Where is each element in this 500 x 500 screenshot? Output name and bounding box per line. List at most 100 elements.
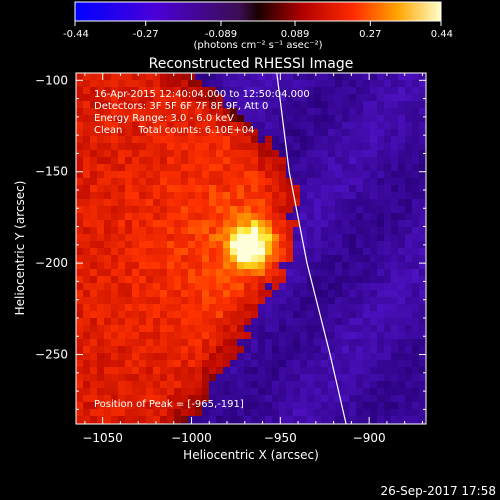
heatmap-cell (286, 409, 294, 417)
heatmap-cell (293, 73, 301, 81)
heatmap-cell (111, 234, 119, 242)
heatmap-cell (419, 318, 426, 326)
heatmap-cell (314, 325, 322, 333)
heatmap-cell (195, 178, 203, 186)
heatmap-cell (265, 164, 273, 172)
heatmap-cell (223, 409, 231, 417)
heatmap-cell (321, 87, 329, 95)
heatmap-cell (356, 136, 364, 144)
heatmap-cell (181, 416, 189, 424)
heatmap-cell (328, 136, 336, 144)
heatmap-cell (384, 276, 392, 284)
heatmap-cell (391, 339, 399, 347)
heatmap-cell (286, 129, 294, 137)
heatmap-cell (412, 304, 420, 312)
heatmap-cell (321, 367, 329, 375)
heatmap-cell (174, 108, 182, 116)
heatmap-cell (167, 248, 175, 256)
heatmap-cell (160, 164, 168, 172)
heatmap-cell (188, 164, 196, 172)
heatmap-cell (300, 311, 308, 319)
heatmap-cell (251, 199, 259, 207)
heatmap-cell (286, 157, 294, 165)
heatmap-cell (118, 241, 126, 249)
heatmap-cell (111, 143, 119, 151)
heatmap-cell (132, 241, 140, 249)
heatmap-cell (160, 255, 168, 263)
heatmap-cell (146, 185, 154, 193)
heatmap-cell (307, 164, 315, 172)
heatmap-cell (188, 143, 196, 151)
heatmap-cell (370, 241, 378, 249)
heatmap-cell (139, 346, 147, 354)
heatmap-cell (244, 269, 252, 277)
heatmap-cell (244, 374, 252, 382)
heatmap-cell (286, 185, 294, 193)
heatmap-cell (244, 164, 252, 172)
heatmap-cell (258, 115, 266, 123)
heatmap-cell (244, 213, 252, 221)
heatmap-cell (76, 234, 84, 242)
heatmap-cell (398, 360, 406, 368)
heatmap-cell (300, 297, 308, 305)
heatmap-cell (132, 171, 140, 179)
heatmap-cell (76, 269, 84, 277)
heatmap-cell (139, 262, 147, 270)
heatmap-cell (97, 290, 105, 298)
heatmap-cell (104, 73, 112, 81)
heatmap-cell (244, 311, 252, 319)
heatmap-cell (293, 213, 301, 221)
heatmap-cell (90, 87, 98, 95)
heatmap-cell (174, 276, 182, 284)
heatmap-cell (342, 269, 350, 277)
heatmap-cell (237, 395, 245, 403)
heatmap-cell (398, 297, 406, 305)
heatmap-cell (188, 388, 196, 396)
heatmap-cell (139, 269, 147, 277)
heatmap-cell (181, 283, 189, 291)
heatmap-cell (251, 332, 259, 340)
heatmap-cell (146, 80, 154, 88)
heatmap-cell (286, 227, 294, 235)
heatmap-cell (412, 311, 420, 319)
heatmap-cell (370, 402, 378, 410)
heatmap-cell (104, 325, 112, 333)
heatmap-cell (265, 94, 273, 102)
heatmap-cell (391, 108, 399, 116)
heatmap-cell (76, 283, 84, 291)
heatmap-cell (335, 416, 343, 424)
heatmap-cell (230, 164, 238, 172)
heatmap-cell (258, 353, 266, 361)
heatmap-cell (188, 234, 196, 242)
heatmap-cell (195, 150, 203, 158)
heatmap-cell (363, 192, 371, 200)
heatmap-cell (384, 115, 392, 123)
heatmap-cell (321, 297, 329, 305)
heatmap-cell (377, 353, 385, 361)
heatmap-cell (223, 262, 231, 270)
heatmap-cell (307, 318, 315, 326)
heatmap-cell (125, 339, 133, 347)
heatmap-cell (167, 367, 175, 375)
heatmap-cell (279, 157, 287, 165)
heatmap-cell (314, 388, 322, 396)
heatmap-cell (251, 297, 259, 305)
heatmap-cell (349, 227, 357, 235)
heatmap-cell (272, 248, 280, 256)
heatmap-cell (307, 346, 315, 354)
heatmap-cell (244, 192, 252, 200)
heatmap-cell (412, 73, 420, 81)
heatmap-cell (181, 395, 189, 403)
heatmap-cell (377, 129, 385, 137)
heatmap-cell (76, 164, 84, 172)
heatmap-cell (216, 80, 224, 88)
heatmap-cell (412, 388, 420, 396)
heatmap-cell (83, 346, 91, 354)
heatmap-cell (118, 227, 126, 235)
heatmap-cell (83, 143, 91, 151)
heatmap-cell (118, 353, 126, 361)
heatmap-cell (139, 87, 147, 95)
heatmap-cell (118, 122, 126, 130)
heatmap-cell (363, 199, 371, 207)
heatmap-cell (279, 318, 287, 326)
